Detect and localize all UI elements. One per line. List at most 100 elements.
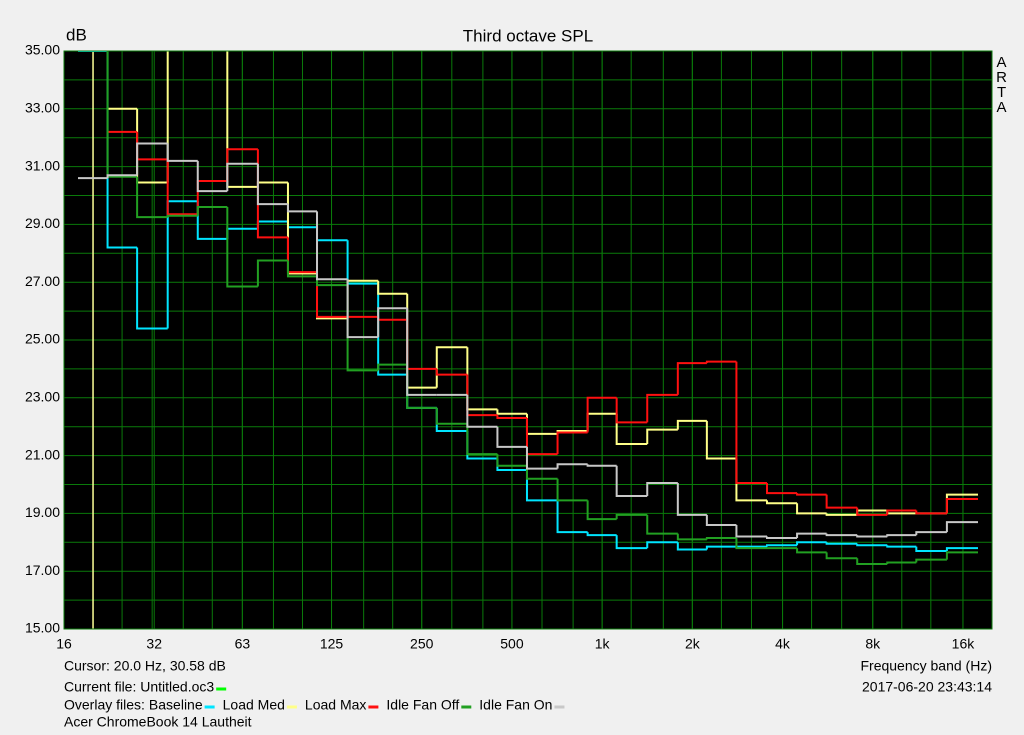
legend-label: Idle Fan On — [479, 697, 552, 713]
x-tick-label: 8k — [865, 636, 881, 652]
y-tick-label: 15.00 — [25, 620, 60, 636]
step-segment — [705, 536, 737, 540]
step-segment — [856, 507, 888, 516]
step-segment — [525, 446, 558, 470]
step-segment — [496, 409, 527, 415]
step-segment — [406, 308, 437, 396]
step-segment — [256, 163, 288, 206]
step-segment — [615, 535, 648, 550]
footer: Acer ChromeBook 14 Lautheit — [64, 714, 252, 730]
step-segment — [945, 547, 978, 551]
step-segment — [377, 307, 408, 338]
step-segment — [796, 532, 827, 538]
cursor-readout: Cursor: 20.0 Hz, 30.58 dB — [64, 658, 226, 674]
x-tick-label: 250 — [410, 636, 434, 652]
step-segment — [646, 541, 678, 549]
step-segment — [796, 541, 827, 546]
step-segment — [106, 174, 138, 179]
step-segment — [825, 494, 858, 509]
legend-label: Baseline — [149, 697, 203, 713]
step-segment — [256, 259, 288, 287]
x-tick-label: 16 — [56, 636, 72, 652]
step-segment — [766, 544, 798, 547]
step-segment — [705, 420, 737, 460]
step-segment — [226, 162, 258, 192]
step-segment — [676, 362, 707, 395]
step-segment — [377, 280, 408, 295]
y-tick-label: 35.00 — [25, 42, 60, 58]
step-segment — [856, 543, 888, 547]
step-segment — [886, 545, 917, 548]
step-segment — [346, 279, 379, 339]
step-segment — [735, 361, 768, 485]
grid — [63, 50, 992, 630]
brand: ARTA — [993, 54, 1010, 114]
y-tick-label: 29.00 — [25, 215, 60, 231]
y-tick-label: 31.00 — [25, 157, 60, 173]
step-segment — [196, 160, 228, 193]
step-segment — [705, 545, 737, 550]
step-segment — [377, 363, 408, 371]
step-segment — [676, 533, 707, 541]
step-segment — [705, 360, 737, 364]
step-segment — [525, 465, 558, 480]
step-segment — [886, 561, 917, 564]
step-segment — [435, 407, 468, 425]
step-segment — [466, 394, 498, 428]
step-segment — [915, 558, 947, 563]
step-segment — [316, 272, 348, 318]
step-segment — [646, 482, 678, 497]
step-segment — [825, 533, 858, 537]
step-segment — [586, 532, 617, 537]
y-tick-label: 21.00 — [25, 446, 60, 462]
step-segment — [615, 413, 648, 446]
step-segment — [915, 546, 947, 552]
x-tick-label: 2k — [685, 636, 701, 652]
y-tick-label: 17.00 — [25, 562, 60, 578]
step-segment — [496, 454, 527, 467]
step-segment — [586, 464, 617, 467]
step-segment — [796, 493, 827, 496]
step-segment — [796, 503, 827, 515]
step-segment — [136, 176, 168, 219]
legend-label: Idle Fan Off — [386, 697, 459, 713]
step-segment — [646, 393, 678, 423]
step-segment — [735, 524, 768, 538]
step-segment — [136, 142, 168, 176]
step-segment — [856, 558, 888, 565]
step-segment — [915, 510, 947, 515]
step-segment — [166, 143, 198, 162]
step-segment — [136, 247, 168, 330]
step-segment — [166, 51, 169, 183]
y-tick-label: 25.00 — [25, 331, 60, 347]
y-tick-label: 27.00 — [25, 273, 60, 289]
step-segment — [766, 500, 798, 505]
step-segment — [166, 214, 198, 218]
step-segment — [915, 531, 947, 536]
step-segment — [886, 509, 917, 515]
step-segment — [166, 159, 198, 216]
current-file: Current file: Untitled.oc3 — [64, 679, 214, 695]
step-segment — [676, 542, 707, 551]
step-segment — [615, 513, 648, 520]
step-segment — [586, 500, 617, 521]
timestamp: 2017-06-20 23:43:14 — [862, 679, 992, 695]
step-segment — [676, 483, 707, 516]
x-tick-label: 500 — [500, 636, 524, 652]
legend-label: Load Med — [223, 697, 285, 713]
legend-label: Load Max — [305, 697, 366, 713]
x-tick-label: 63 — [235, 636, 251, 652]
y-tick-label: 23.00 — [25, 389, 60, 405]
step-segment — [196, 206, 228, 216]
step-segment — [286, 204, 318, 213]
step-segment — [766, 536, 798, 539]
step-segment — [886, 534, 917, 537]
x-tick-label: 16k — [952, 636, 976, 652]
step-segment — [226, 207, 258, 288]
step-segment — [435, 368, 468, 376]
step-segment — [316, 211, 348, 281]
y-tick-label: 19.00 — [25, 504, 60, 520]
step-segment — [586, 396, 617, 433]
step-segment — [496, 426, 527, 448]
step-segment — [945, 497, 978, 514]
